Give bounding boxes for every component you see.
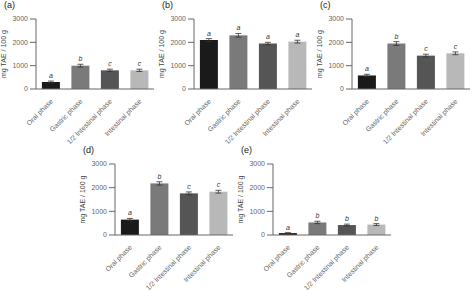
svg-text:c: c bbox=[217, 181, 221, 188]
svg-text:0: 0 bbox=[340, 85, 344, 92]
html-text:(e): (e) bbox=[241, 145, 252, 155]
svg-text:a: a bbox=[49, 72, 53, 79]
svg-text:a: a bbox=[266, 33, 270, 40]
svg-text:c: c bbox=[424, 45, 428, 52]
svg-text:1000: 1000 bbox=[91, 208, 107, 215]
svg-text:1000: 1000 bbox=[12, 62, 28, 69]
svg-text:1000: 1000 bbox=[249, 208, 265, 215]
svg-text:a: a bbox=[128, 209, 132, 216]
svg-text:Gastric phase: Gastric phase bbox=[206, 97, 242, 134]
svg-text:Intestinal phase: Intestinal phase bbox=[182, 244, 222, 284]
svg-text:2000: 2000 bbox=[328, 39, 344, 46]
svg-text:Gastric phase: Gastric phase bbox=[364, 97, 400, 134]
svg-text:1/2 Intestinal phase: 1/2 Intestinal phase bbox=[65, 98, 114, 145]
svg-text:b: b bbox=[157, 173, 161, 180]
svg-text:mg TAE / 100 g: mg TAE / 100 g bbox=[237, 175, 245, 223]
svg-text:2000: 2000 bbox=[249, 184, 265, 191]
svg-text:mg TAE / 100 g: mg TAE / 100 g bbox=[79, 175, 87, 223]
svg-text:0: 0 bbox=[182, 85, 186, 92]
svg-text:1000: 1000 bbox=[170, 62, 186, 69]
svg-text:1/2 Intestinal phase: 1/2 Intestinal phase bbox=[223, 98, 272, 145]
svg-text:mg TAE / 100 g: mg TAE / 100 g bbox=[316, 30, 324, 78]
svg-text:1000: 1000 bbox=[328, 62, 344, 69]
svg-text:Oral phase: Oral phase bbox=[262, 244, 292, 274]
svg-text:Gastric phase: Gastric phase bbox=[48, 97, 84, 134]
svg-text:a: a bbox=[295, 31, 299, 38]
html-text:(b): (b) bbox=[162, 0, 173, 10]
svg-text:c: c bbox=[187, 183, 191, 190]
svg-text:a: a bbox=[286, 224, 290, 231]
svg-text:Intestinal phase: Intestinal phase bbox=[340, 244, 380, 284]
html-text:(d): (d) bbox=[83, 145, 94, 155]
svg-text:Gastric phase: Gastric phase bbox=[127, 243, 163, 280]
svg-text:2000: 2000 bbox=[12, 39, 28, 46]
svg-text:1/2 Intestinal phase: 1/2 Intestinal phase bbox=[302, 244, 351, 291]
svg-text:3000: 3000 bbox=[170, 15, 186, 22]
svg-text:Intestinal phase: Intestinal phase bbox=[103, 98, 143, 138]
svg-text:mg TAE / 100 g: mg TAE / 100 g bbox=[8, 30, 9, 78]
svg-text:Intestinal phase: Intestinal phase bbox=[419, 98, 459, 138]
html-text:(c): (c) bbox=[320, 0, 331, 10]
svg-text:a: a bbox=[365, 65, 369, 72]
svg-text:Oral phase: Oral phase bbox=[183, 98, 213, 128]
svg-text:mg TAE / 100 g: mg TAE / 100 g bbox=[158, 30, 166, 78]
svg-text:a: a bbox=[236, 24, 240, 31]
svg-text:Oral phase: Oral phase bbox=[25, 98, 55, 128]
svg-text:2000: 2000 bbox=[170, 39, 186, 46]
svg-text:3000: 3000 bbox=[12, 15, 28, 22]
html-text:(a): (a) bbox=[4, 0, 15, 10]
svg-text:0: 0 bbox=[24, 85, 28, 92]
svg-text:c: c bbox=[108, 60, 112, 67]
svg-text:b: b bbox=[315, 212, 319, 219]
svg-text:Gastric phase: Gastric phase bbox=[285, 243, 321, 280]
svg-text:3000: 3000 bbox=[91, 160, 107, 167]
svg-text:c: c bbox=[454, 43, 458, 50]
svg-text:0: 0 bbox=[103, 231, 107, 238]
svg-text:3000: 3000 bbox=[249, 160, 265, 167]
svg-text:a: a bbox=[207, 30, 211, 37]
svg-text:3000: 3000 bbox=[328, 15, 344, 22]
svg-text:1/2 Intestinal phase: 1/2 Intestinal phase bbox=[144, 244, 193, 291]
svg-text:b: b bbox=[78, 55, 82, 62]
svg-text:Oral phase: Oral phase bbox=[341, 98, 371, 128]
svg-text:2000: 2000 bbox=[91, 184, 107, 191]
svg-text:Oral phase: Oral phase bbox=[104, 244, 134, 274]
svg-text:b: b bbox=[374, 215, 378, 222]
svg-text:Intestinal phase: Intestinal phase bbox=[261, 98, 301, 138]
svg-text:b: b bbox=[345, 215, 349, 222]
svg-text:0: 0 bbox=[261, 231, 265, 238]
svg-text:b: b bbox=[394, 33, 398, 40]
svg-text:c: c bbox=[138, 60, 142, 67]
svg-text:1/2 Intestinal phase: 1/2 Intestinal phase bbox=[381, 98, 430, 145]
